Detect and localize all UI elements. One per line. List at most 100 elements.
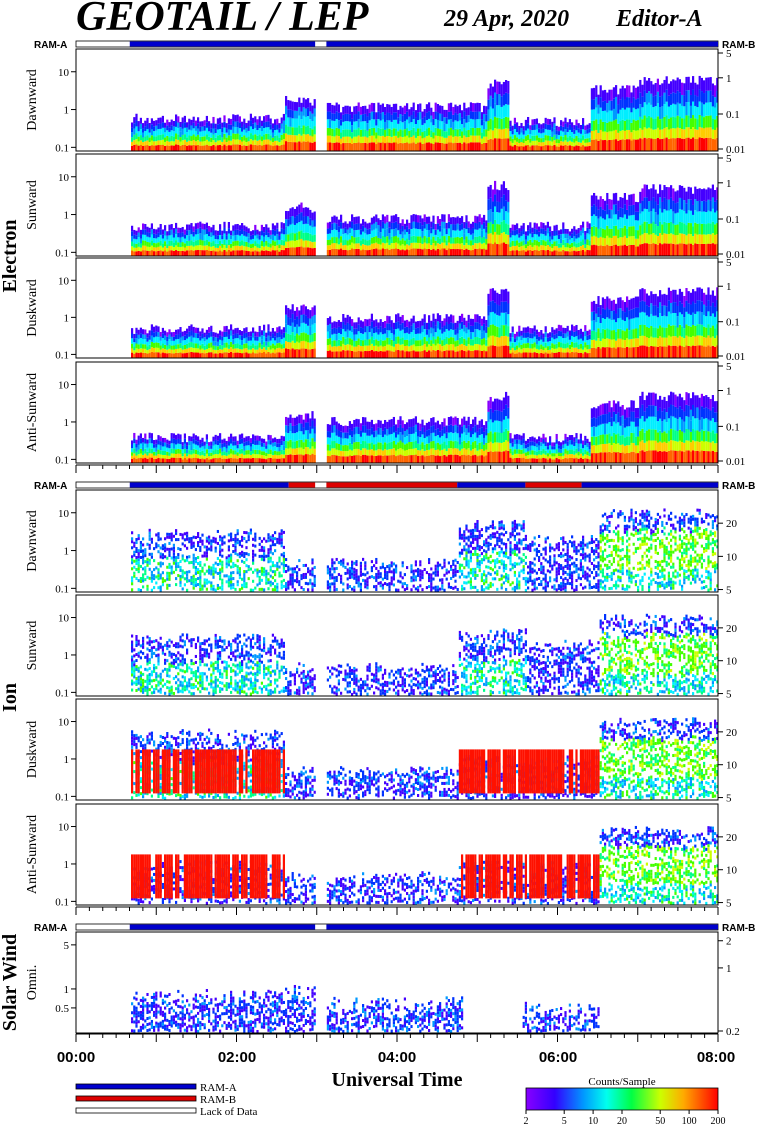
spectrogram-cell — [375, 138, 378, 145]
spectrogram-cell — [597, 218, 600, 229]
spectrogram-cell — [379, 104, 382, 114]
spectrogram-cell — [540, 352, 543, 358]
spectrogram-cell — [606, 103, 609, 113]
spectrogram-cell — [557, 230, 560, 235]
spectrogram-cell — [311, 348, 314, 358]
spectrogram-cell — [192, 448, 195, 454]
spectrogram-cell — [366, 223, 369, 230]
spectrogram-cell — [513, 241, 516, 247]
spectrogram-cell — [364, 332, 367, 340]
spectrogram-cell — [421, 143, 424, 151]
spectrogram-cell — [205, 449, 208, 454]
spectrogram-cell — [456, 129, 459, 137]
spectrogram-cell — [656, 103, 659, 117]
spectrogram-cell — [208, 231, 211, 237]
spectrogram-cell — [142, 352, 145, 358]
spectrogram-cell — [223, 233, 226, 240]
spectrogram-cell — [505, 223, 508, 235]
spectrogram-cell — [694, 199, 697, 211]
spectrogram-cell — [463, 111, 466, 120]
spectrogram-cell — [516, 340, 519, 346]
spectrogram-cell — [509, 242, 512, 248]
spectrogram-cell — [623, 99, 626, 110]
spectrogram-cell — [505, 234, 508, 244]
spectrogram-cell — [175, 454, 178, 458]
spectrogram-cell — [379, 120, 382, 129]
spectrogram-cell — [359, 245, 362, 251]
spectrogram-cell — [472, 239, 475, 246]
spectrogram-cell — [254, 246, 257, 251]
spectrogram-cell — [454, 230, 457, 238]
spectrogram-cell — [357, 331, 360, 339]
spectrogram-cell — [689, 304, 692, 315]
spectrogram-cell — [432, 222, 435, 230]
spectrogram-cell — [632, 297, 635, 309]
spectrogram-cell — [131, 145, 134, 151]
spectrogram-cell — [346, 240, 349, 246]
spectrogram-cell — [139, 140, 142, 146]
spectrogram-cell — [366, 108, 369, 117]
spectrogram-cell — [331, 230, 334, 238]
spectrogram-cell — [630, 205, 633, 216]
spectrogram-cell — [216, 350, 219, 354]
spectrogram-cell — [214, 337, 217, 342]
spectrogram-cell — [568, 349, 571, 354]
spectrogram-cell — [146, 145, 149, 151]
spectrogram-cell — [333, 136, 336, 143]
spectrogram-cell — [364, 142, 367, 151]
spectrogram-cell — [601, 308, 604, 319]
spectrogram-cell — [192, 250, 195, 256]
spectrogram-cell — [289, 247, 292, 256]
spectrogram-cell — [219, 134, 222, 141]
spectrogram-cell — [590, 130, 593, 140]
spectrogram-cell — [252, 243, 255, 248]
spectrogram-cell — [535, 124, 538, 130]
spectrogram-cell — [621, 330, 624, 340]
spectrogram-cell — [524, 248, 527, 252]
spectrogram-cell — [454, 351, 457, 358]
spectrogram-cell — [331, 128, 334, 137]
spectrogram-cell — [373, 333, 376, 340]
spectrogram-cell — [291, 142, 294, 151]
spectrogram-cell — [582, 239, 585, 246]
spectrogram-cell — [293, 342, 296, 350]
spectrogram-cell — [216, 454, 219, 459]
spectrogram-cell — [368, 325, 371, 333]
spectrogram-cell — [586, 249, 589, 256]
spectrogram-cell — [219, 353, 222, 358]
spectrogram-cell — [711, 197, 714, 209]
spectrogram-cell — [373, 339, 376, 346]
spectrogram-cell — [225, 251, 228, 256]
spectrogram-cell — [538, 128, 541, 133]
spectrogram-cell — [234, 348, 237, 353]
spectrogram-cell — [326, 233, 329, 240]
spectrogram-cell — [685, 288, 688, 301]
spectrogram-cell — [172, 448, 175, 454]
spectrogram-cell — [692, 289, 695, 302]
spectrogram-cell — [188, 342, 191, 348]
spectrogram-cell — [186, 445, 189, 450]
spectrogram-cell — [133, 117, 136, 124]
spectrogram-cell — [707, 210, 710, 224]
spectrogram-cell — [177, 352, 180, 358]
spectrogram-cell — [236, 348, 239, 353]
spectrogram-cell — [513, 346, 516, 351]
spectrogram-cell — [232, 246, 235, 251]
spectrogram-cell — [507, 80, 510, 94]
spectrogram-cell — [166, 135, 169, 141]
spectrogram-cell — [362, 106, 365, 115]
spectrogram-cell — [681, 185, 684, 199]
spectrogram-cell — [384, 229, 387, 237]
spectrogram-cell — [190, 141, 193, 146]
spectrogram-cell — [230, 251, 233, 256]
spectrogram-cell — [443, 143, 446, 151]
spectrogram-cell — [337, 231, 340, 239]
spectrogram-cell — [522, 348, 525, 353]
spectrogram-cell — [258, 122, 261, 129]
spectrogram-cell — [329, 142, 332, 151]
spectrogram-cell — [293, 217, 296, 225]
spectrogram-cell — [366, 130, 369, 138]
spectrogram-cell — [507, 117, 510, 129]
spectrogram-cell — [586, 227, 589, 234]
spectrogram-cell — [480, 332, 483, 340]
